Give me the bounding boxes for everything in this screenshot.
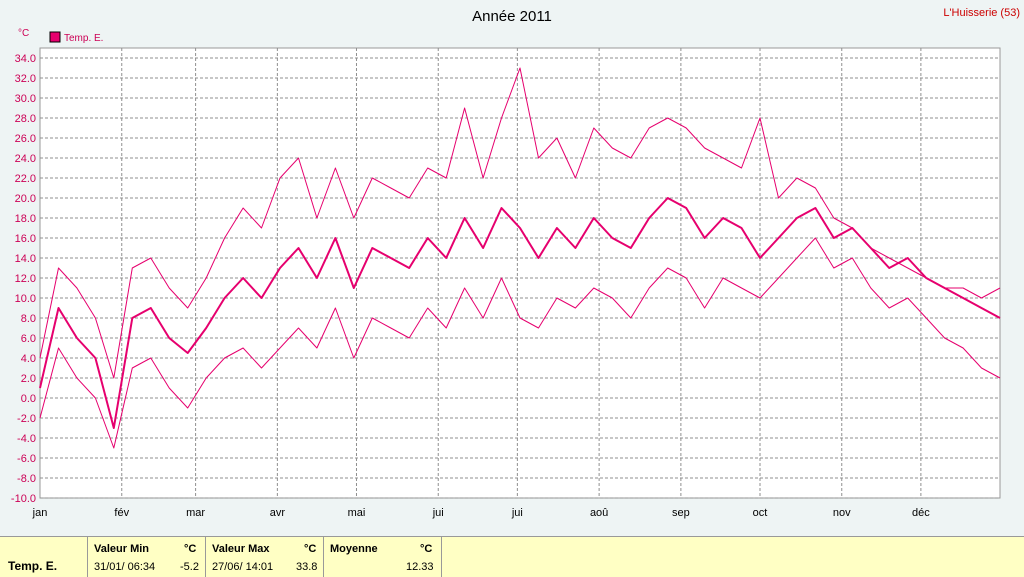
x-tick-label: jui bbox=[432, 507, 444, 519]
avg-unit: °C bbox=[420, 543, 433, 555]
y-tick-label: 0.0 bbox=[21, 393, 36, 405]
y-tick-label: 26.0 bbox=[15, 133, 36, 145]
x-tick-label: sep bbox=[672, 507, 690, 519]
y-axis-ticks: -10.0 -8.0 -6.0 -4.0 -2.0 0.0 2.0 4.0 6.0 8.0 10.0… bbox=[11, 53, 36, 505]
max-unit: °C bbox=[304, 543, 317, 555]
x-tick-label: fév bbox=[114, 507, 129, 519]
plot-area bbox=[39, 47, 1001, 499]
avg-header: Moyenne bbox=[330, 543, 378, 555]
series-line-mean bbox=[39, 197, 1001, 429]
min-value: -5.2 bbox=[180, 561, 199, 573]
y-tick-label: 32.0 bbox=[15, 73, 36, 85]
y-tick-label: 10.0 bbox=[15, 293, 36, 305]
chart-title: Année 2011 bbox=[472, 8, 552, 25]
grid-lines bbox=[40, 48, 1000, 499]
x-tick-label: avr bbox=[270, 507, 286, 519]
avg-value: 12.33 bbox=[406, 561, 434, 573]
y-tick-label: 18.0 bbox=[15, 213, 36, 225]
y-tick-label: 30.0 bbox=[15, 93, 36, 105]
stats-panel: Temp. E. Valeur Min °C 31/01/ 06:34 -5.2… bbox=[0, 536, 1024, 577]
min-time: 31/01/ 06:34 bbox=[94, 561, 156, 573]
y-tick-label: 28.0 bbox=[15, 113, 36, 125]
y-tick-label: 34.0 bbox=[15, 53, 36, 65]
series-line-min bbox=[39, 237, 1001, 449]
y-tick-label: 22.0 bbox=[15, 173, 36, 185]
station-label: L'Huisserie (53) bbox=[943, 7, 1020, 19]
y-tick-label: -8.0 bbox=[17, 473, 36, 485]
x-axis-ticks: jan fév mar avr mai jui jui aoû sep oct nov déc bbox=[32, 507, 931, 519]
series-lines bbox=[39, 67, 1001, 449]
legend-label: Temp. E. bbox=[64, 33, 103, 44]
x-tick-label: aoû bbox=[590, 507, 608, 519]
stats-avg-cell: Moyenne °C 12.33 bbox=[324, 537, 442, 577]
max-header: Valeur Max bbox=[212, 543, 270, 555]
x-tick-label: oct bbox=[753, 507, 768, 519]
x-tick-label: jui bbox=[511, 507, 523, 519]
temperature-chart: Année 2011 L'Huisserie (53) °C Temp. E. … bbox=[11, 7, 1020, 519]
y-unit-label: °C bbox=[18, 28, 29, 39]
x-tick-label: mai bbox=[348, 507, 366, 519]
y-tick-label: 8.0 bbox=[21, 313, 36, 325]
stats-max-cell: Valeur Max °C 27/06/ 14:01 33.8 bbox=[206, 537, 324, 577]
y-tick-label: -6.0 bbox=[17, 453, 36, 465]
x-tick-label: mar bbox=[186, 507, 205, 519]
y-tick-label: 2.0 bbox=[21, 373, 36, 385]
y-tick-label: 14.0 bbox=[15, 253, 36, 265]
min-unit: °C bbox=[184, 543, 197, 555]
y-tick-label: 4.0 bbox=[21, 353, 36, 365]
max-time: 27/06/ 14:01 bbox=[212, 561, 274, 573]
y-tick-label: 20.0 bbox=[15, 193, 36, 205]
stats-series-label: Temp. E. bbox=[8, 559, 58, 573]
y-tick-label: 6.0 bbox=[21, 333, 36, 345]
y-tick-label: -2.0 bbox=[17, 413, 36, 425]
min-header: Valeur Min bbox=[94, 543, 150, 555]
x-tick-label: jan bbox=[32, 507, 48, 519]
y-tick-label: -4.0 bbox=[17, 433, 36, 445]
max-value: 33.8 bbox=[296, 561, 318, 573]
legend-swatch bbox=[49, 31, 61, 43]
stats-min-cell: Valeur Min °C 31/01/ 06:34 -5.2 bbox=[88, 537, 206, 577]
series-line-max bbox=[39, 67, 1001, 379]
y-tick-label: 24.0 bbox=[15, 153, 36, 165]
y-tick-label: -10.0 bbox=[11, 493, 36, 505]
y-tick-label: 16.0 bbox=[15, 233, 36, 245]
x-tick-label: déc bbox=[912, 507, 930, 519]
x-tick-label: nov bbox=[833, 507, 851, 519]
stats-series-cell: Temp. E. bbox=[0, 537, 88, 577]
y-tick-label: 12.0 bbox=[15, 273, 36, 285]
